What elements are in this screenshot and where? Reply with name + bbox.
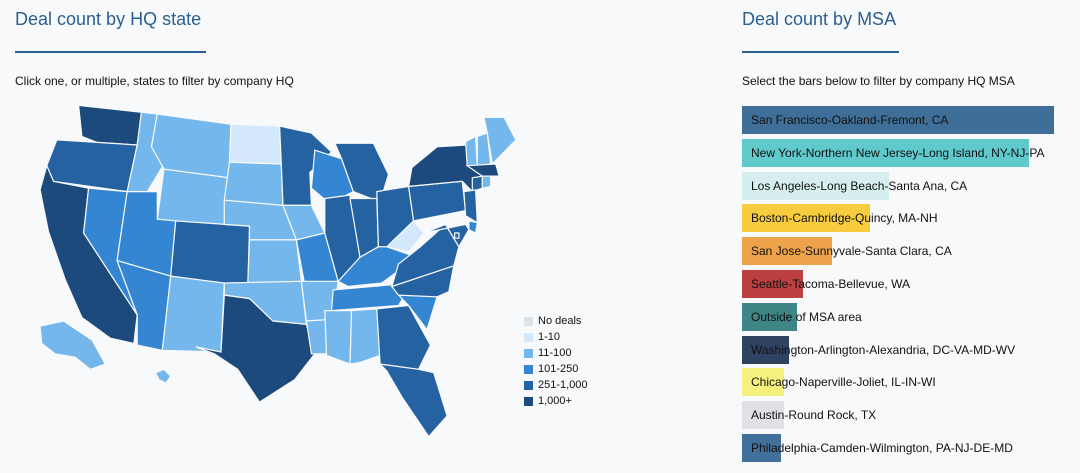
state-pa[interactable] [407,180,467,222]
map-instruction: Click one, or multiple, states to filter… [15,74,294,88]
msa-bar[interactable] [742,269,803,298]
legend-label: 1,000+ [538,395,572,407]
msa-bar-label: Chicago-Naperville-Joliet, IL-IN-WI [751,375,936,390]
msa-bar[interactable] [742,335,789,364]
legend-label: 1-10 [538,331,561,343]
legend-swatch [524,364,533,374]
state-fl[interactable] [378,363,448,438]
msa-bar[interactable] [742,368,785,397]
state-vt[interactable] [464,135,478,167]
legend-swatch [524,332,533,342]
legend-item: 251-1,000 [524,377,588,393]
state-wa[interactable] [77,104,143,146]
legend-swatch [524,396,533,406]
state-ca[interactable] [39,163,138,345]
msa-bar[interactable] [742,204,870,233]
msa-bar-label: Los Angeles-Long Beach-Santa Ana, CA [751,178,968,193]
map-title-rule [15,51,206,53]
state-ks[interactable] [247,239,303,284]
state-al[interactable] [349,308,381,365]
state-nm[interactable] [161,275,225,353]
state-tx[interactable] [195,294,316,403]
state-me[interactable] [483,116,517,166]
msa-bar-label: Washington-Arlington-Alexandria, DC-VA-M… [751,342,1016,357]
msa-bar[interactable] [742,433,781,462]
legend-swatch [524,348,533,358]
map-title: Deal count by HQ state [15,9,202,29]
msa-bar-row[interactable]: Washington-Arlington-Alexandria, DC-VA-M… [742,335,1062,364]
legend-label: No deals [538,315,582,327]
msa-bar-label: Philadelphia-Camden-Wilmington, PA-NJ-DE… [751,440,1013,455]
msa-bar[interactable] [742,171,889,200]
msa-bar-chart[interactable]: San Francisco-Oakland-Fremont, CA New Yor… [742,106,1062,467]
msa-title-rule [742,51,899,53]
msa-instruction: Select the bars below to filter by compa… [742,74,1015,88]
msa-bar-row[interactable]: Seattle-Tacoma-Bellevue, WA [742,269,1062,298]
state-ak[interactable] [39,320,107,370]
state-ct[interactable] [471,175,483,193]
msa-bar[interactable] [742,302,797,331]
state-tn[interactable] [330,282,414,312]
msa-bar-row[interactable]: New York-Northern New Jersey-Long Island… [742,138,1062,167]
msa-title: Deal count by MSA [742,9,897,29]
msa-bar-row[interactable]: Boston-Cambridge-Quincy, MA-NH [742,204,1062,233]
msa-bar-row[interactable]: Outside of MSA area [742,302,1062,331]
state-wy[interactable] [156,168,231,227]
msa-bar-row[interactable]: Austin-Round Rock, TX [742,401,1062,430]
state-hi[interactable] [154,368,172,384]
state-mn[interactable] [278,125,333,206]
legend-item: No deals [524,313,588,329]
state-sd[interactable] [223,161,284,207]
legend-item: 101-250 [524,361,588,377]
msa-bar[interactable] [742,138,1030,167]
msa-bar-label: New York-Northern New Jersey-Long Island… [751,145,1045,160]
legend-item: 11-100 [524,345,588,361]
state-ga[interactable] [376,304,432,370]
msa-bar-row[interactable]: Los Angeles-Long Beach-Santa Ana, CA [742,171,1062,200]
us-states-map[interactable] [30,95,520,440]
msa-bar-row[interactable]: Philadelphia-Camden-Wilmington, PA-NJ-DE… [742,433,1062,462]
msa-bar-row[interactable]: San Jose-Sunnyvale-Santa Clara, CA [742,237,1062,266]
msa-bar-label: Austin-Round Rock, TX [751,408,877,423]
legend-label: 251-1,000 [538,379,588,391]
msa-bar[interactable] [742,237,833,266]
map-legend: No deals 1-10 11-100 101-250 251-1,000 1,000+ [524,313,588,409]
legend-label: 11-100 [538,347,572,359]
msa-bar-label: Boston-Cambridge-Quincy, MA-NH [751,211,938,226]
legend-swatch [524,380,533,390]
state-az[interactable] [116,259,172,352]
legend-swatch [524,316,533,326]
state-nd[interactable] [228,123,282,165]
legend-item: 1,000+ [524,393,588,409]
state-ma[interactable] [465,163,500,177]
state-de[interactable] [468,220,478,234]
state-ri[interactable] [481,175,492,189]
msa-bar[interactable] [742,401,785,430]
msa-bar-label: San Francisco-Oakland-Fremont, CA [751,113,949,127]
legend-item: 1-10 [524,329,588,345]
legend-label: 101-250 [538,363,579,375]
state-md[interactable] [423,223,470,248]
msa-bar-row[interactable]: Chicago-Naperville-Joliet, IL-IN-WI [742,368,1062,397]
state-mt[interactable] [150,113,232,179]
msa-bar-row[interactable]: San Francisco-Oakland-Fremont, CA [742,106,1062,134]
state-nj[interactable] [463,189,478,224]
state-ms[interactable] [324,310,353,365]
msa-bar-label: Seattle-Tacoma-Bellevue, WA [751,276,910,291]
msa-bar-label: San Jose-Sunnyvale-Santa Clara, CA [751,244,952,259]
state-dc[interactable] [454,232,460,239]
map-svg [39,104,517,438]
state-ky[interactable] [337,246,419,288]
msa-bar-label: Outside of MSA area [751,309,862,324]
msa-bar[interactable] [742,106,1054,134]
